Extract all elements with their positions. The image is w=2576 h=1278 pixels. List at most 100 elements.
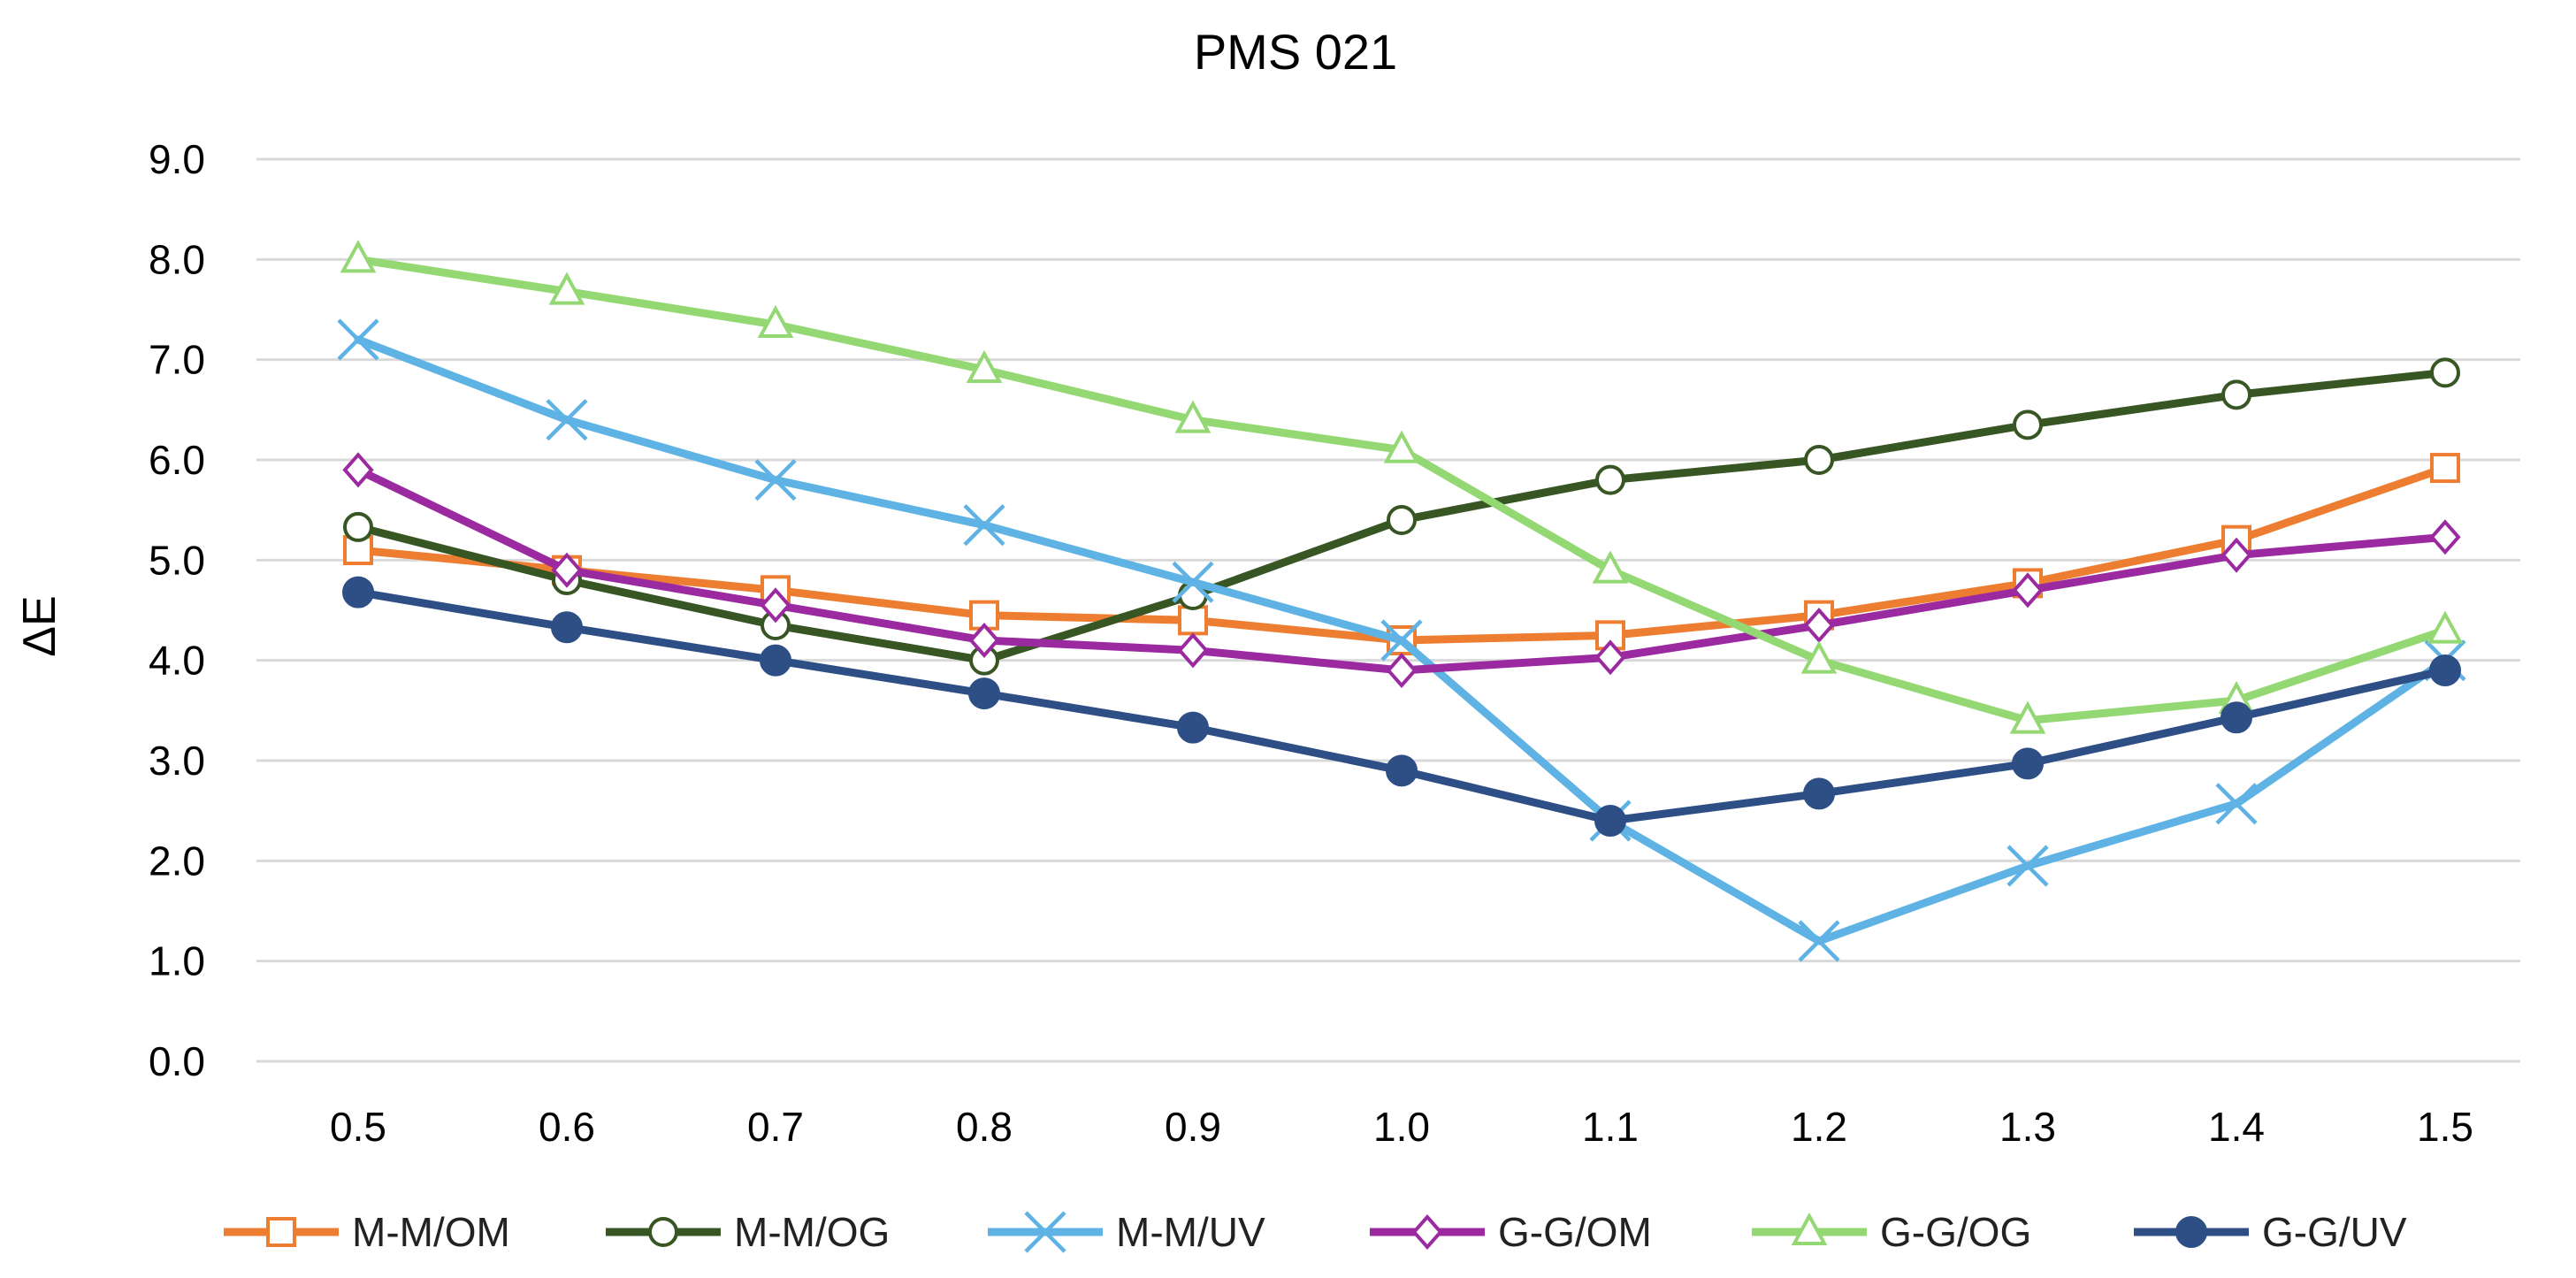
legend-marker	[1791, 1212, 1828, 1245]
data-point	[1800, 640, 1838, 674]
legend-entry: M-M/OM	[224, 1209, 510, 1255]
data-point	[1383, 430, 1420, 463]
data-point	[1803, 777, 1835, 810]
series-g-g-uv	[342, 576, 2461, 837]
data-point	[1177, 632, 1209, 669]
legend-entry: M-M/OG	[606, 1209, 890, 1255]
legend-label: M-M/OG	[734, 1209, 890, 1255]
data-point	[340, 240, 377, 273]
data-point	[2012, 747, 2044, 780]
x-tick-label: 1.0	[1373, 1104, 1430, 1150]
x-tick-label: 0.8	[956, 1104, 1013, 1150]
data-point	[754, 459, 797, 501]
data-point	[1178, 605, 1208, 636]
y-tick-label: 4.0	[149, 638, 205, 684]
data-point	[2430, 357, 2460, 388]
legend-marker	[1024, 1211, 1066, 1253]
legend-marker	[1411, 1213, 1443, 1251]
legend: M-M/OM M-M/OG M-M/UV G-G/OM G-G/OG G-G/UV	[224, 1209, 2407, 1255]
data-point	[1594, 805, 1626, 837]
data-point	[2221, 379, 2251, 410]
y-tick-labels: 0.0 1.0 2.0 3.0 4.0 5.0 6.0 7.0 8.0 9.0	[149, 136, 205, 1084]
data-point	[337, 318, 379, 361]
legend-marker	[266, 1217, 296, 1247]
series-g-g-og	[340, 240, 2464, 734]
data-point	[1177, 711, 1209, 744]
data-point	[966, 349, 1003, 383]
data-point	[1172, 561, 1214, 603]
data-point	[968, 677, 1000, 710]
data-point	[548, 272, 585, 305]
legend-entry: G-G/OG	[1752, 1209, 2031, 1255]
x-tick-label: 1.2	[1791, 1104, 1847, 1150]
data-point	[1803, 607, 1835, 644]
series-m-m-og	[343, 357, 2460, 676]
data-point	[342, 452, 374, 488]
data-point	[1592, 550, 1629, 584]
data-point	[551, 552, 583, 588]
legend-entry: G-G/UV	[2134, 1209, 2407, 1255]
data-point	[342, 576, 374, 608]
x-tick-label: 1.4	[2208, 1104, 2265, 1150]
x-tick-label: 0.9	[1165, 1104, 1221, 1150]
y-tick-label: 5.0	[149, 537, 205, 583]
data-point	[1798, 920, 1840, 962]
series-lines	[337, 240, 2466, 962]
data-point	[760, 644, 791, 677]
data-point	[968, 622, 1000, 659]
data-point	[2221, 701, 2252, 734]
data-point	[2007, 845, 2049, 887]
y-tick-label: 0.0	[149, 1038, 205, 1084]
y-axis-label: ΔE	[14, 595, 65, 656]
legend-label: M-M/UV	[1116, 1209, 1265, 1255]
x-tick-label: 1.5	[2417, 1104, 2473, 1150]
y-tick-label: 6.0	[149, 437, 205, 483]
gridlines	[256, 157, 2520, 1063]
data-point	[1380, 619, 1423, 662]
data-point	[1804, 445, 1834, 475]
legend-label: G-G/UV	[2262, 1209, 2407, 1255]
legend-label: G-G/OM	[1498, 1209, 1652, 1255]
x-tick-label: 0.6	[539, 1104, 595, 1150]
y-tick-label: 8.0	[149, 236, 205, 282]
data-point	[1595, 464, 1625, 495]
data-point	[2221, 537, 2252, 573]
legend-entry: M-M/UV	[988, 1209, 1265, 1255]
x-tick-label: 0.7	[747, 1104, 804, 1150]
chart-title: PMS 021	[1194, 24, 1397, 80]
y-tick-label: 9.0	[149, 136, 205, 182]
series-g-g-om	[342, 452, 2461, 689]
data-point	[546, 399, 588, 441]
legend-entry: G-G/OM	[1370, 1209, 1652, 1255]
series-m-m-om	[343, 453, 2460, 655]
data-point	[2215, 783, 2258, 825]
data-point	[551, 611, 583, 644]
data-point	[1387, 505, 1417, 535]
data-point	[2013, 409, 2043, 440]
legend-marker	[648, 1217, 678, 1247]
data-point	[1594, 639, 1626, 676]
y-tick-label: 2.0	[149, 838, 205, 884]
data-point	[2427, 610, 2464, 644]
data-point	[343, 511, 373, 542]
y-tick-label: 3.0	[149, 738, 205, 784]
x-tick-labels: 0.5 0.6 0.7 0.8 0.9 1.0 1.1 1.2 1.3 1.4 1.5	[330, 1104, 2473, 1150]
data-point	[2012, 572, 2044, 608]
data-point	[760, 587, 791, 624]
legend-label: M-M/OM	[352, 1209, 510, 1255]
data-point	[2429, 519, 2461, 555]
y-tick-label: 1.0	[149, 938, 205, 984]
data-point	[2430, 453, 2460, 484]
legend-label: G-G/OG	[1880, 1209, 2031, 1255]
data-point	[1174, 400, 1212, 433]
series-line	[354, 463, 2450, 645]
x-tick-label: 0.5	[330, 1104, 386, 1150]
x-tick-label: 1.1	[1582, 1104, 1639, 1150]
x-tick-label: 1.3	[1999, 1104, 2056, 1150]
data-point	[1386, 754, 1418, 787]
data-point	[2009, 700, 2046, 734]
data-point	[963, 504, 1005, 547]
data-point	[2429, 654, 2461, 686]
data-point	[1386, 652, 1418, 689]
